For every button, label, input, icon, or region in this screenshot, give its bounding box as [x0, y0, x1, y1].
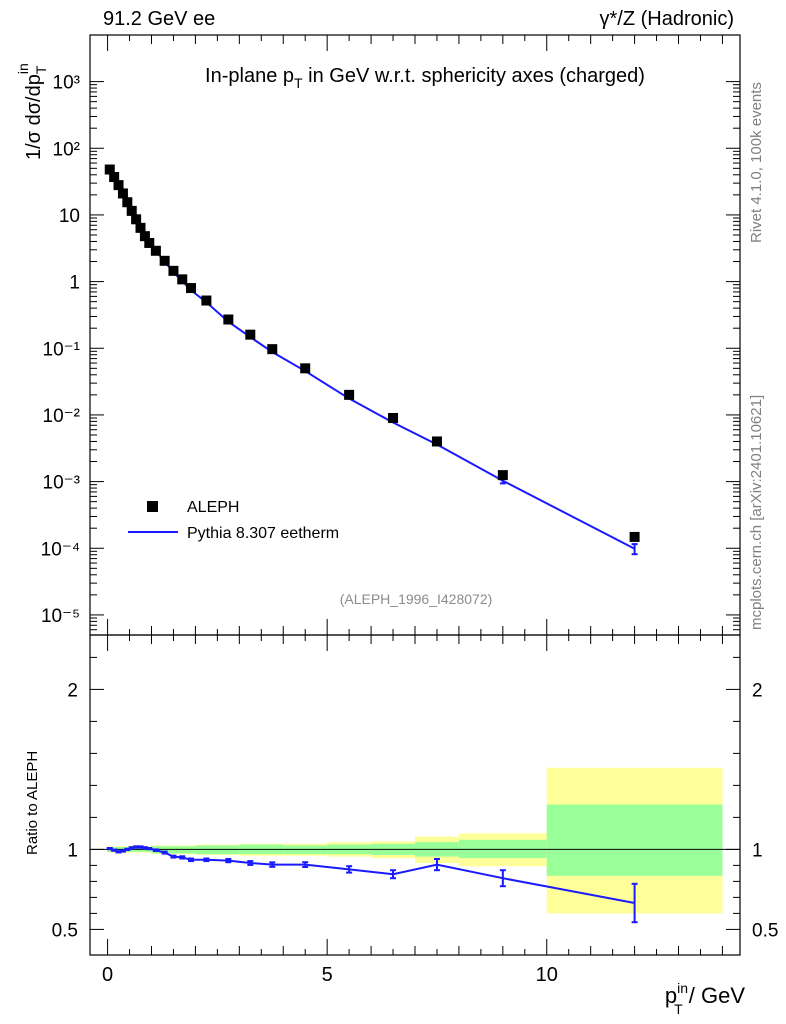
data-point — [168, 265, 179, 276]
data-point — [300, 363, 311, 374]
plot-title: In-plane pT in GeV w.r.t. sphericity axe… — [205, 65, 645, 91]
ratio-x-tick-label: 0 — [102, 964, 113, 986]
data-point — [113, 180, 124, 191]
data-point — [104, 164, 115, 175]
data-point — [131, 214, 142, 225]
main-panel: 10⁻⁵ 10⁻⁴ 10⁻³ 10⁻² 10⁻¹ 1 10 10² 10³ In-plane p… — [15, 34, 741, 636]
data-point — [126, 205, 137, 216]
data-point — [223, 314, 234, 325]
ratio-y-tick-label: 1 — [67, 840, 78, 861]
ratio-y-axis-label: Ratio to ALEPH — [24, 751, 41, 855]
main-y-tick-label: 10 — [59, 206, 80, 227]
data-point — [186, 283, 197, 294]
main-y-tick-label: 10⁻⁵ — [41, 606, 80, 627]
data-point — [117, 188, 128, 199]
main-y-tick-label: 10² — [53, 139, 80, 160]
data-series — [104, 164, 640, 542]
x-axis-label: pin T / GeV — [665, 980, 745, 1017]
data-point — [159, 255, 170, 266]
data-point — [139, 231, 150, 242]
data-point — [135, 222, 146, 233]
legend: ALEPH Pythia 8.307 eetherm — [128, 499, 339, 542]
ratio-y-tick-label: 0.5 — [52, 920, 78, 941]
main-y-tick-label: 10⁻² — [43, 406, 81, 427]
data-point — [344, 389, 355, 400]
ratio-panel: 0.5 0.5 1 1 2 2 0 5 10 Ratio to ALEPH pin T / Ge… — [24, 634, 778, 1017]
ratio-x-ticks: 0 5 10 — [102, 635, 723, 986]
data-point — [177, 274, 188, 285]
mc-series — [108, 168, 638, 556]
data-point — [109, 172, 120, 183]
main-y-axis-label: 1/σ dσ/dpTin — [15, 63, 49, 160]
ratio-y-tick-label: 2 — [67, 680, 78, 701]
legend-data-label: ALEPH — [187, 499, 239, 516]
data-point — [629, 531, 640, 542]
mc-line — [108, 168, 636, 550]
ratio-y-tick-label-right: 0.5 — [752, 920, 778, 941]
main-y-tick-label: 10⁻⁴ — [41, 539, 80, 560]
data-point — [201, 295, 212, 306]
ratio-mc-series — [106, 845, 638, 924]
main-x-ticks — [107, 35, 723, 635]
legend-data-marker — [147, 501, 158, 512]
process-label: γ*/Z (Hadronic) — [599, 8, 734, 30]
main-y-tick-label: 10³ — [53, 73, 80, 94]
inner-band — [546, 804, 723, 876]
uncertainty-bands — [107, 767, 723, 914]
data-point — [144, 237, 155, 248]
data-point — [122, 197, 133, 208]
main-y-tick-label: 1 — [69, 273, 80, 294]
data-point — [150, 245, 161, 256]
ratio-y-tick-label-right: 1 — [752, 840, 763, 861]
data-point — [245, 329, 256, 340]
analysis-annotation: (ALEPH_1996_I428072) — [340, 591, 493, 607]
ratio-y-tick-label-right: 2 — [752, 680, 763, 701]
legend-mc-label: Pythia 8.307 eetherm — [187, 525, 339, 542]
energy-label: 91.2 GeV ee — [103, 8, 216, 30]
ratio-x-tick-label: 10 — [536, 964, 558, 986]
data-point — [431, 436, 442, 447]
main-y-tick-label: 10⁻³ — [43, 473, 81, 494]
ratio-y-ticks: 0.5 0.5 1 1 2 2 — [52, 656, 778, 941]
main-y-tick-label: 10⁻¹ — [43, 339, 81, 360]
ratio-x-tick-label: 5 — [322, 964, 333, 986]
data-point — [388, 412, 399, 423]
main-y-ticks: 10⁻⁵ 10⁻⁴ 10⁻³ 10⁻² 10⁻¹ 1 10 10² 10³ — [41, 73, 740, 631]
data-point — [267, 344, 278, 355]
data-point — [497, 470, 508, 481]
main-frame — [89, 34, 741, 636]
